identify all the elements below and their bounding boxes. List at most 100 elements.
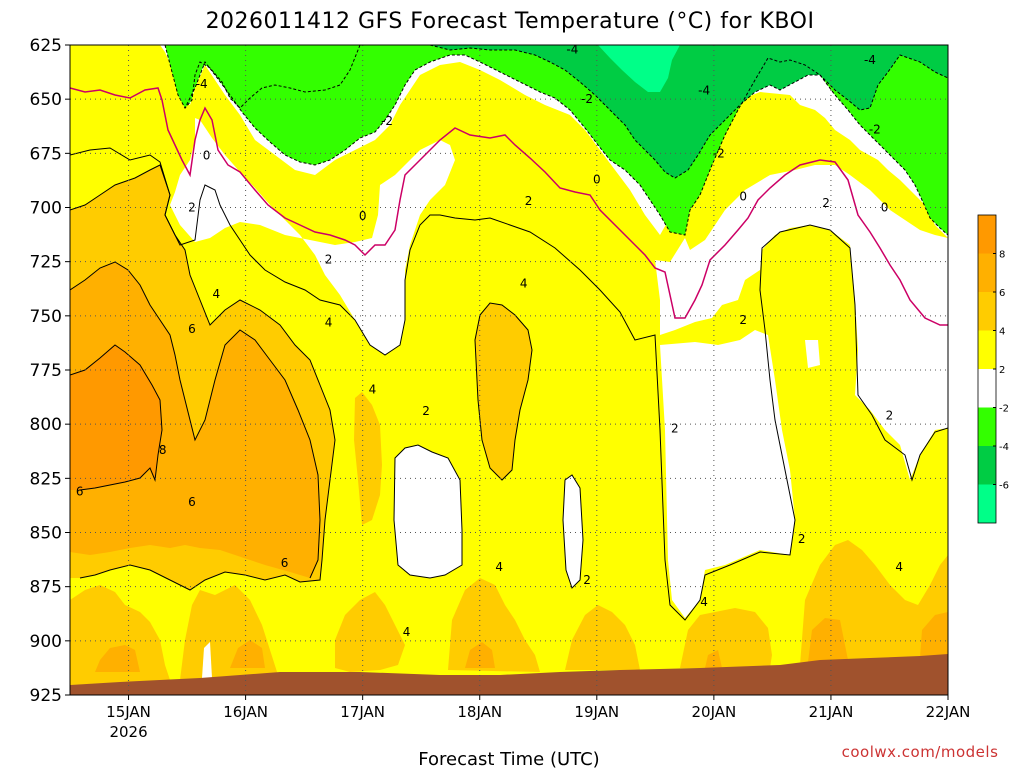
- colorbar-label: 6: [999, 288, 1005, 299]
- grid: [70, 45, 948, 695]
- region-minus4-topleft: [165, 45, 360, 108]
- contour-value-label: 0: [359, 209, 367, 223]
- contour-value-label: 2: [525, 194, 533, 208]
- contour-2: [70, 147, 948, 621]
- contour-value-label: 0: [881, 201, 889, 215]
- credit-text: coolwx.com/models: [842, 743, 999, 761]
- contour-value-label: 4: [495, 560, 503, 574]
- region-6-to-8-bottom-b: [230, 640, 265, 668]
- contour-value-label: 0: [593, 172, 601, 186]
- contour-value-label: 2: [739, 313, 747, 327]
- x-tick-label: 16JAN: [223, 703, 268, 721]
- region-4-to-6-bottom-b: [448, 578, 540, 672]
- contour-value-label: 2: [325, 253, 333, 267]
- y-axis: 625 650 675 700 725 750 775 800 825 850 875 900 925: [30, 36, 70, 706]
- region-4-to-6-midB: [354, 392, 382, 525]
- colorbar-band: [978, 330, 996, 369]
- contour-value-label: 4: [403, 625, 411, 639]
- region-4-to-6-bottom-a: [335, 592, 405, 672]
- colorbar-label: -4: [999, 442, 1009, 453]
- contour-value-label: 2: [188, 201, 196, 215]
- colorbar-band: [978, 407, 996, 446]
- plot-area: [70, 45, 948, 695]
- contour-value-label: 2: [671, 422, 679, 436]
- contour-value-label: 4: [369, 383, 377, 397]
- colorbar-label: -6: [999, 481, 1009, 492]
- region-6-to-8-midA: [265, 465, 285, 510]
- contour-value-label: -4: [698, 84, 710, 98]
- contour-value-label: 2: [583, 573, 591, 587]
- region-minus2-to-2-right: [655, 165, 948, 480]
- region-minus2-to-2-upper-notch: [170, 118, 455, 355]
- colorbar-band: [978, 484, 996, 523]
- x-tick-label: 20JAN: [691, 703, 736, 721]
- colorbar: 8 6 4 2 -2 -4 -6: [977, 214, 1009, 524]
- y-tick-label: 625: [30, 36, 62, 56]
- contour-value-label: -4: [196, 77, 208, 91]
- y-tick-label: 675: [30, 144, 62, 164]
- y-tick-label: 650: [30, 90, 62, 110]
- contour-value-label: -2: [381, 114, 393, 128]
- x-tick-label: 19JAN: [574, 703, 619, 721]
- y-tick-label: 700: [30, 199, 62, 219]
- region-minus4-to-minus2: [165, 45, 948, 235]
- x-tick-label: 17JAN: [340, 703, 385, 721]
- colorbar-label: 8: [999, 250, 1005, 261]
- contour-value-label: 4: [520, 276, 528, 290]
- contour-2-blob-a: [393, 444, 463, 579]
- colorbar-band: [978, 215, 996, 254]
- contour-value-label: 6: [281, 556, 289, 570]
- y-tick-label: 750: [30, 307, 62, 327]
- contour-2-blob-b: [562, 474, 584, 589]
- region-4-to-6-bottom-left: [70, 585, 170, 685]
- contour-value-label: 6: [188, 495, 196, 509]
- contour-8: [70, 344, 163, 491]
- region-6-to-8-bottom-d: [705, 650, 722, 668]
- contour-labels: -4 -4 -4 -4 -2 -2 -2 0 0 0 0 0 -2 2 2 2 2 2 2 2 2 2 2 4 4 4 4 4 4 4 4 6…: [76, 42, 903, 639]
- contour-minus4-left: [184, 45, 361, 109]
- region-4-to-6-bottom-d: [680, 608, 772, 668]
- colorbar-label: -2: [999, 404, 1009, 415]
- y-tick-label: 850: [30, 524, 62, 544]
- contour-0-isotherm: [70, 87, 948, 326]
- contour-value-label: -2: [869, 123, 881, 137]
- region-minus2-to-2-bottom-gap: [202, 642, 212, 678]
- contour-value-label: 0: [203, 149, 211, 163]
- contour-value-label: -4: [864, 53, 876, 67]
- x-tick-label: 21JAN: [809, 703, 854, 721]
- region-minus6-to-minus4: [430, 45, 948, 178]
- y-tick-label: 825: [30, 469, 62, 489]
- contour-value-label: 8: [159, 443, 167, 457]
- colorbar-label: 2: [999, 365, 1005, 376]
- y-tick-label: 925: [30, 686, 62, 706]
- region-below-minus6: [598, 45, 680, 92]
- y-tick-label: 775: [30, 361, 62, 381]
- region-6-to-8-left: [70, 262, 320, 578]
- region-minus2-to-2-smallpatch: [805, 340, 820, 368]
- contour-value-label: 4: [700, 595, 708, 609]
- y-tick-label: 725: [30, 253, 62, 273]
- colorbar-band: [978, 253, 996, 292]
- colorbar-band: [978, 292, 996, 331]
- region-4-to-6-midA: [475, 303, 532, 480]
- contour-value-label: 2: [798, 532, 806, 546]
- contour-value-label: 6: [188, 322, 196, 336]
- x-tick-label: 22JAN: [926, 703, 971, 721]
- contour-value-label: 2: [886, 409, 894, 423]
- contour-lines: [70, 45, 948, 621]
- contour-value-label: 2: [422, 404, 430, 418]
- x-axis-label: Forecast Time (UTC): [418, 749, 599, 768]
- ground-terrain: [70, 654, 948, 695]
- y-tick-label: 800: [30, 415, 62, 435]
- contour-value-label: -2: [581, 92, 593, 106]
- colorbar-band: [978, 446, 996, 485]
- contour-minus2: [164, 45, 948, 236]
- region-minus2-to-2-right-lower: [660, 330, 795, 618]
- region-6-to-8-bottom-f: [920, 612, 948, 658]
- contour-value-label: 4: [895, 560, 903, 574]
- region-minus2-to-2-blob-b: [563, 475, 583, 588]
- contour-4-midA: [474, 302, 533, 481]
- y-tick-label: 900: [30, 632, 62, 652]
- contour-minus4: [429, 45, 948, 179]
